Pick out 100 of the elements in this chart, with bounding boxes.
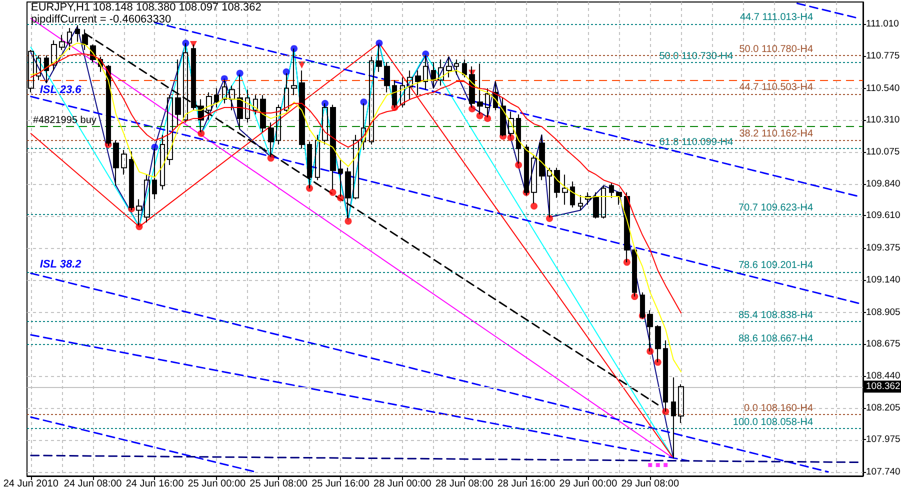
- candlestick: [407, 70, 413, 100]
- candlestick: [245, 89, 250, 124]
- y-tick-label: 109.840: [866, 178, 900, 190]
- candlestick: [121, 149, 127, 176]
- candlestick: [585, 192, 591, 206]
- candlestick: [562, 174, 568, 206]
- series-label: ISL 38.2: [40, 258, 82, 271]
- ref-line-label: 108.362: [866, 381, 900, 392]
- point: [656, 463, 660, 468]
- point: [648, 463, 652, 468]
- point: [267, 154, 274, 162]
- y-tick-label: 108.675: [866, 338, 900, 350]
- point: [546, 214, 553, 222]
- candlestick: [640, 292, 645, 319]
- point: [476, 112, 484, 120]
- ref-line-label: 61.8 110.099-H4: [659, 137, 734, 148]
- candlestick: [369, 56, 374, 145]
- candlestick: [51, 40, 57, 71]
- x-tick-label: 28 Jun 00:00: [374, 478, 432, 490]
- candlestick: [671, 376, 676, 459]
- candlestick: [75, 24, 80, 42]
- candlestick: [113, 140, 119, 186]
- candlestick: [554, 167, 560, 198]
- point: [182, 40, 190, 47]
- y-tick-label: 108.440: [866, 370, 900, 382]
- point: [344, 218, 352, 225]
- point: [530, 202, 538, 210]
- candlestick: [539, 134, 545, 181]
- x-tick-label: 29 Jun 08:00: [621, 478, 680, 490]
- candlestick: [415, 70, 421, 96]
- y-tick-label: 109.610: [866, 210, 900, 222]
- y-tick-label: 110.540: [866, 82, 900, 94]
- y-tick-label: 107.740: [866, 466, 900, 478]
- candlestick: [36, 54, 41, 81]
- candlestick: [253, 94, 258, 115]
- y-tick-label: 111.010: [866, 18, 899, 30]
- point: [282, 68, 290, 76]
- candlestick: [160, 134, 165, 190]
- ref-line-label: 44.7 110.503-H4: [739, 82, 814, 93]
- x-tick-label: 25 Jun 16:00: [312, 478, 370, 490]
- point: [664, 463, 668, 468]
- candlestick: [260, 94, 266, 133]
- candlestick: [175, 59, 181, 126]
- ref-line-label: 50.0 110.730-H4: [659, 50, 734, 62]
- x-tick-label: 24 Jun 2010: [3, 478, 59, 490]
- candlestick: [616, 192, 622, 206]
- candlestick: [276, 104, 281, 145]
- candlestick: [214, 88, 219, 108]
- candlestick: [353, 134, 359, 200]
- candlestick: [578, 194, 583, 211]
- point: [306, 184, 314, 192]
- candlestick: [206, 92, 212, 120]
- candlestick: [44, 54, 49, 84]
- point: [484, 114, 492, 122]
- candlestick: [167, 94, 173, 166]
- y-tick-label: 110.075: [866, 146, 900, 158]
- candlestick: [67, 28, 72, 50]
- ref-line-label: 38.2 110.162-H4: [739, 128, 814, 140]
- candlestick: [229, 85, 235, 111]
- text: pipdiffCurrent = -0.46063330: [31, 14, 172, 26]
- candlestick: [454, 59, 459, 76]
- ref-line-label: 78.6 109.201-H4: [738, 260, 814, 272]
- y-tick-label: 108.205: [866, 402, 900, 414]
- point: [646, 348, 654, 355]
- x-tick-label: 28 Jun 16:00: [497, 478, 556, 490]
- candlestick: [299, 70, 305, 150]
- x-tick-label: 25 Jun 00:00: [188, 478, 246, 490]
- point: [337, 194, 344, 202]
- point: [236, 70, 244, 77]
- line-series: [30, 42, 682, 372]
- candlestick: [438, 59, 444, 86]
- x-tick-label: 25 Jun 08:00: [250, 478, 308, 490]
- point: [631, 293, 638, 300]
- point: [329, 188, 336, 196]
- x-tick-label: 24 Jun 08:00: [64, 478, 122, 490]
- point: [376, 40, 383, 47]
- x-tick-label: 24 Jun 16:00: [126, 478, 184, 490]
- candlestick: [315, 134, 320, 181]
- x-tick-label: 29 Jun 00:00: [559, 478, 618, 490]
- series-label: ISL 23.6: [40, 84, 82, 96]
- candlestick: [462, 59, 467, 78]
- candlestick: [593, 192, 599, 219]
- candlestick: [129, 150, 134, 211]
- ref-line-label: 0.0 108.160-H4: [744, 402, 814, 414]
- candlestick: [678, 384, 684, 424]
- candlestick: [524, 144, 529, 196]
- candlestick: [384, 62, 390, 93]
- ref-line-label: 44.7 111.013-H4: [740, 12, 814, 24]
- ref-line-label: 85.4 108.838-H4: [738, 310, 814, 321]
- y-tick-label: 109.375: [866, 242, 900, 254]
- candlestick: [106, 64, 111, 146]
- candlestick: [59, 34, 65, 50]
- y-tick-label: 108.905: [866, 306, 900, 318]
- point: [515, 162, 522, 169]
- y-tick-label: 107.975: [866, 434, 900, 446]
- point: [198, 130, 205, 138]
- candlestick: [570, 180, 575, 208]
- ref-line-label: 88.6 108.667-H4: [738, 333, 814, 344]
- y-tick-label: 110.310: [866, 114, 900, 126]
- y-tick-label: 110.775: [866, 50, 900, 62]
